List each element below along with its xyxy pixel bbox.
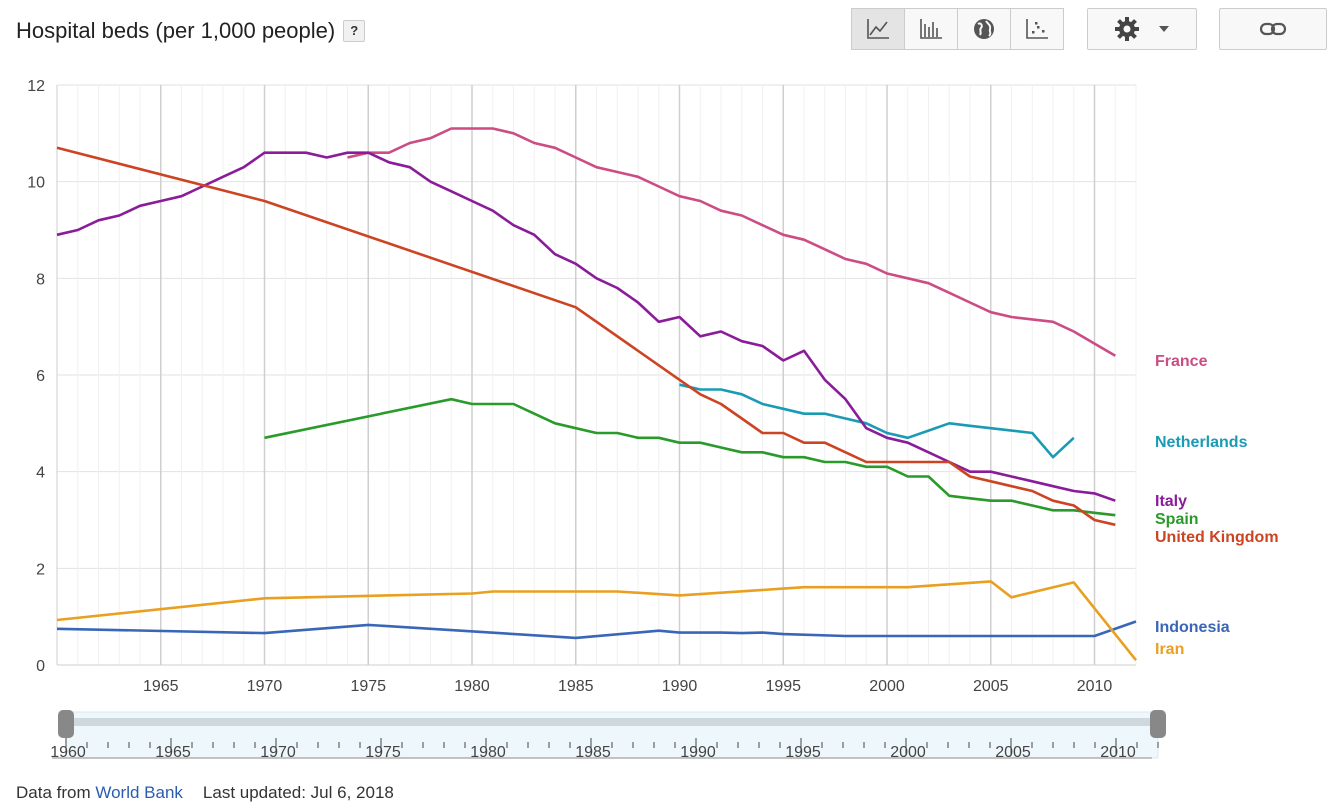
slider-year-label: 1960: [50, 744, 86, 761]
chart-grid: [56, 84, 1137, 666]
y-axis: 0 2 4 6 8 10 12: [27, 78, 45, 675]
series-label: Spain: [1155, 511, 1199, 528]
source-prefix: Data from: [16, 783, 96, 802]
link-icon: [1259, 22, 1287, 36]
chart-title: Hospital beds (per 1,000 people): [16, 18, 336, 43]
time-range-slider[interactable]: 1960 1965 1970 1975 1980 1985 1990 1995 2000 2005…: [50, 710, 1166, 761]
scatter-button[interactable]: [1010, 8, 1064, 50]
bar-chart-button[interactable]: [904, 8, 958, 50]
slider-year-label: 1995: [785, 744, 821, 761]
x-tick-label: 2005: [973, 678, 1009, 695]
footer: Data from World Bank Last updated: Jul 6,…: [16, 783, 394, 803]
slider-year-label: 1985: [575, 744, 611, 761]
series-lines: [56, 127, 1138, 662]
slider-year-label: 1980: [470, 744, 506, 761]
series-label: United Kingdom: [1155, 529, 1279, 546]
slider-year-label: 2010: [1100, 744, 1136, 761]
scatter-icon: [1026, 19, 1048, 39]
help-button[interactable]: ?: [343, 20, 366, 42]
share-link-button[interactable]: [1219, 8, 1327, 50]
map-button[interactable]: [957, 8, 1011, 50]
slider-handle-right[interactable]: [1150, 710, 1166, 738]
globe-icon: [974, 19, 994, 39]
series-label: Italy: [1155, 493, 1187, 510]
series-line-spain: [264, 397, 1116, 517]
y-tick-label: 12: [27, 78, 45, 95]
line-chart-button[interactable]: [851, 8, 905, 50]
gear-icon: [1115, 17, 1139, 41]
slider-year-label: 1975: [365, 744, 401, 761]
slider-year-label: 1990: [680, 744, 716, 761]
x-tick-label: 1975: [350, 678, 386, 695]
series-line-netherlands: [679, 383, 1075, 459]
y-tick-label: 2: [36, 561, 45, 578]
settings-button[interactable]: [1087, 8, 1197, 50]
series-label: Netherlands: [1155, 434, 1248, 451]
y-tick-label: 10: [27, 175, 45, 192]
source-link[interactable]: World Bank: [95, 783, 183, 802]
y-tick-label: 4: [36, 465, 45, 482]
series-line-united-kingdom: [56, 146, 1116, 527]
x-axis: 1965 1970 1975 1980 1985 1990 1995 2000 2005 2010: [143, 678, 1112, 695]
series-line-indonesia: [56, 620, 1137, 640]
x-tick-label: 1990: [662, 678, 698, 695]
y-tick-label: 8: [36, 271, 45, 288]
page-title: Hospital beds (per 1,000 people)?: [16, 18, 366, 44]
x-tick-label: 1965: [143, 678, 179, 695]
slider-year-label: 1965: [155, 744, 191, 761]
series-label: Indonesia: [1155, 619, 1230, 636]
series-line-france: [347, 127, 1116, 357]
x-tick-label: 2000: [869, 678, 905, 695]
x-tick-label: 1970: [247, 678, 283, 695]
caret-down-icon: [1159, 26, 1169, 32]
x-tick-label: 2010: [1077, 678, 1113, 695]
last-updated: Last updated: Jul 6, 2018: [202, 783, 394, 802]
slider-handle-left[interactable]: [58, 710, 74, 738]
series-line-italy: [56, 151, 1116, 502]
line-chart: 0 2 4 6 8 10 12 1965 1970 1975 1980 1985 1990 1995 20…: [27, 78, 1279, 761]
y-tick-label: 0: [36, 658, 45, 675]
series-label: France: [1155, 353, 1208, 370]
series-line-iran: [56, 580, 1138, 662]
x-tick-label: 1980: [454, 678, 490, 695]
series-label: Iran: [1155, 641, 1184, 658]
bar-chart-icon: [920, 19, 942, 39]
x-tick-label: 1985: [558, 678, 594, 695]
x-tick-label: 1995: [765, 678, 801, 695]
slider-range-bar: [66, 718, 1158, 726]
chart-type-toolbar: [851, 8, 1064, 50]
slider-year-label: 2000: [890, 744, 926, 761]
slider-year-label: 2005: [995, 744, 1031, 761]
line-chart-icon: [867, 19, 889, 39]
slider-year-label: 1970: [260, 744, 296, 761]
y-tick-label: 6: [36, 368, 45, 385]
